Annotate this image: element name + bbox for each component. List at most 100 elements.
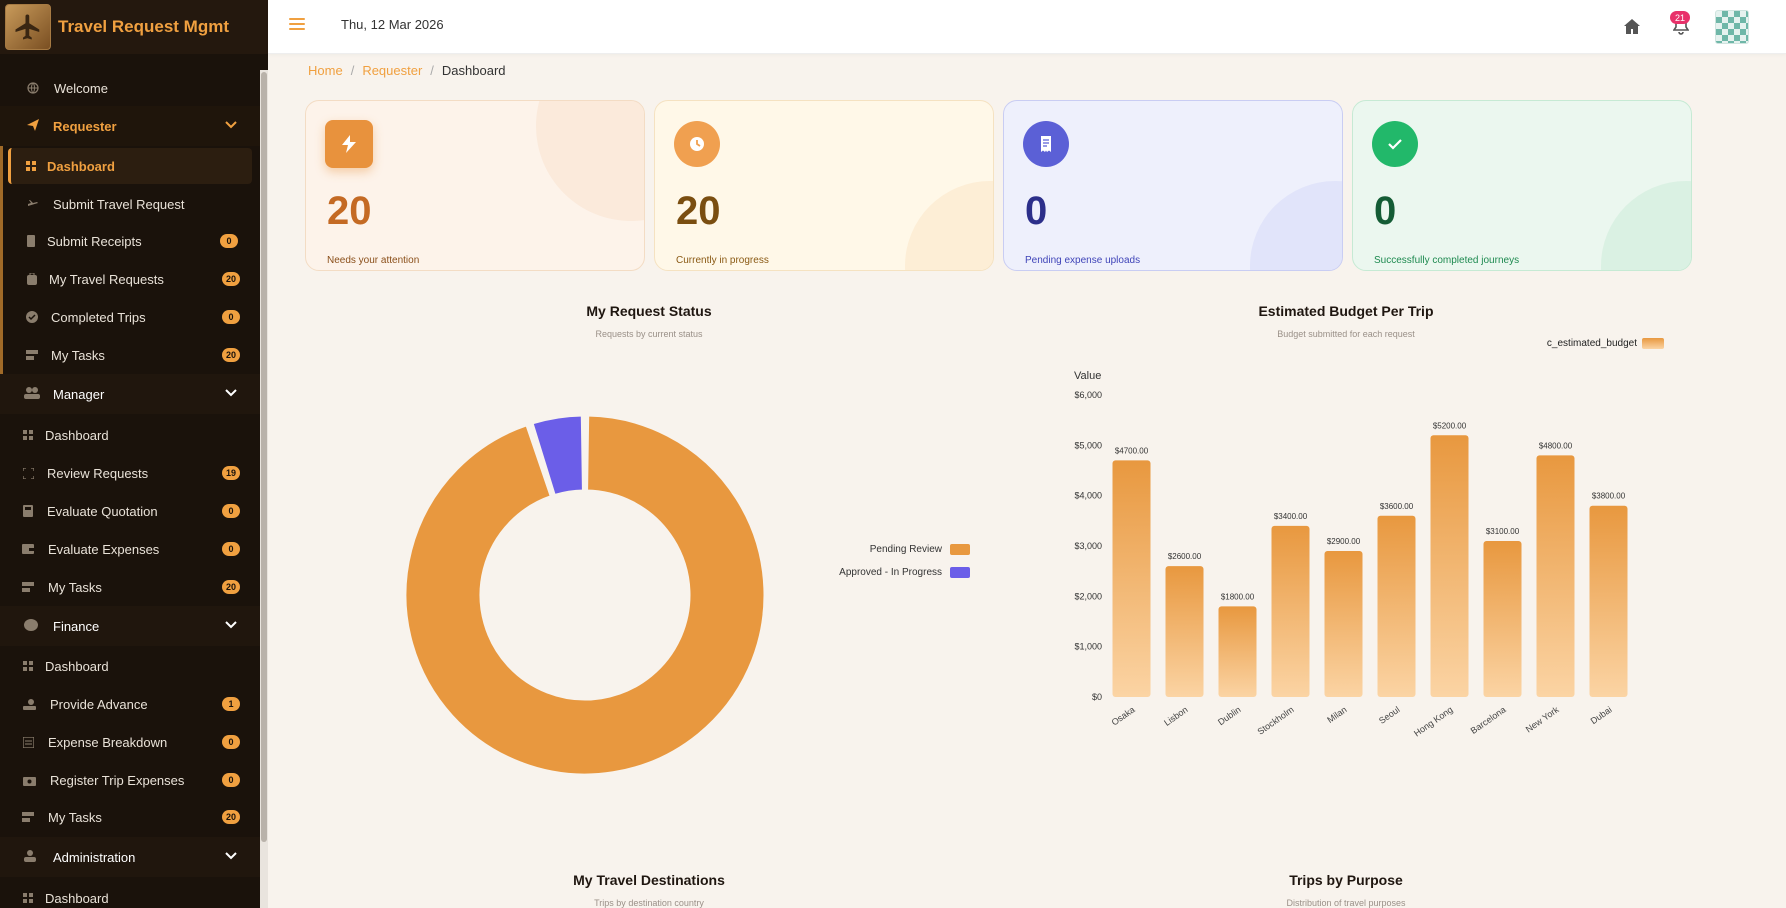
count-badge: 0 <box>220 234 238 248</box>
sidebar-item-provide-advance[interactable]: Provide Advance 1 <box>0 686 260 722</box>
stat-value: 20 <box>327 189 372 233</box>
y-axis-label: Value <box>1074 370 1101 382</box>
sidebar-item-evaluate-quotation[interactable]: Evaluate Quotation 0 <box>0 493 260 529</box>
x-tick-label: Dublin <box>1216 704 1243 727</box>
donut-slice-approved-in-progress[interactable] <box>530 413 585 498</box>
check-circle-icon <box>25 310 39 324</box>
x-tick-label: Lisbon <box>1162 704 1189 727</box>
status-legend: Pending Review Approved - In Progress <box>760 538 970 584</box>
bar-data-label: $2900.00 <box>1327 537 1361 546</box>
chart-title: My Travel Destinations <box>573 872 725 888</box>
legend-swatch <box>950 567 970 578</box>
x-tick-label: Seoul <box>1377 704 1402 725</box>
stat-card-attention: 20 Needs your attention <box>305 100 645 271</box>
sidebar-item-manager-dashboard[interactable]: Dashboard <box>0 417 260 453</box>
sidebar-item-label: Submit Receipts <box>47 233 142 249</box>
section-label: Requester <box>53 118 117 134</box>
hand-coin-icon <box>22 697 36 711</box>
count-badge: 0 <box>222 504 240 518</box>
legend-item[interactable]: Approved - In Progress <box>760 561 970 584</box>
card-decoration <box>536 101 644 221</box>
sidebar-item-manager-my-tasks[interactable]: My Tasks 20 <box>0 569 260 605</box>
x-tick-label: Dubai <box>1589 704 1614 726</box>
section-label: Manager <box>53 386 105 402</box>
section-requester[interactable]: Requester <box>0 106 260 146</box>
dashboard-icon <box>21 428 35 442</box>
count-badge: 20 <box>221 272 240 286</box>
breadcrumb-home[interactable]: Home <box>308 63 343 78</box>
bar-milan[interactable] <box>1324 551 1363 697</box>
bar-dubai[interactable] <box>1589 505 1628 697</box>
bar-barcelona[interactable] <box>1483 540 1522 697</box>
donut-slice-pending-review[interactable] <box>403 413 767 777</box>
sidebar-item-welcome[interactable]: Welcome <box>0 70 260 106</box>
sidebar-item-completed-trips[interactable]: Completed Trips 0 <box>0 299 260 335</box>
bar-seoul[interactable] <box>1377 515 1416 697</box>
breadcrumb-separator: / <box>430 63 434 78</box>
brand[interactable]: Travel Request Mgmt <box>0 0 268 54</box>
hamburger-menu-icon[interactable] <box>289 18 305 30</box>
bar-new-york[interactable] <box>1536 455 1575 697</box>
home-icon[interactable] <box>1619 13 1645 39</box>
bar-data-label: $3400.00 <box>1274 512 1308 521</box>
y-tick-label: $4,000 <box>1074 491 1102 501</box>
chevron-down-icon <box>225 120 237 132</box>
sidebar-item-register-trip-expenses[interactable]: Register Trip Expenses 0 <box>0 762 260 798</box>
sidebar-item-submit-receipts[interactable]: Submit Receipts 0 <box>0 223 260 259</box>
count-badge: 0 <box>222 773 240 787</box>
sidebar-item-finance-my-tasks[interactable]: My Tasks 20 <box>0 799 260 835</box>
y-tick-label: $0 <box>1092 692 1102 702</box>
sidebar-item-expense-breakdown[interactable]: Expense Breakdown 0 <box>0 724 260 760</box>
sidebar-item-my-tasks[interactable]: My Tasks 20 <box>0 337 260 373</box>
sidebar-item-finance-dashboard[interactable]: Dashboard <box>0 648 260 684</box>
card-decoration <box>1601 181 1691 270</box>
suitcase-icon <box>25 272 39 286</box>
avatar[interactable] <box>1715 10 1749 44</box>
bar-hong-kong[interactable] <box>1430 435 1469 697</box>
x-tick-label: Hong Kong <box>1412 704 1455 738</box>
sidebar-item-label: My Tasks <box>48 809 102 825</box>
y-tick-label: $3,000 <box>1074 541 1102 551</box>
section-manager[interactable]: Manager <box>0 374 260 414</box>
receipt-icon <box>24 234 38 248</box>
section-administration[interactable]: Administration <box>0 837 260 877</box>
count-badge: 0 <box>222 310 240 324</box>
legend-item[interactable]: Pending Review <box>760 538 970 561</box>
bar-data-label: $3100.00 <box>1486 527 1520 536</box>
sidebar-scrollbar-thumb[interactable] <box>261 72 267 842</box>
breadcrumb-requester[interactable]: Requester <box>362 63 423 78</box>
plane-icon <box>26 197 40 211</box>
count-badge: 1 <box>222 697 240 711</box>
sidebar-item-submit-travel-request[interactable]: Submit Travel Request <box>0 186 260 222</box>
sidebar-item-evaluate-expenses[interactable]: Evaluate Expenses 0 <box>0 531 260 567</box>
tasks-icon <box>25 348 39 362</box>
sidebar-item-label: Provide Advance <box>50 696 148 712</box>
sidebar-item-label: Welcome <box>54 80 108 96</box>
paper-plane-icon <box>26 118 40 135</box>
sidebar-item-label: Dashboard <box>47 158 115 174</box>
section-indicator <box>0 146 3 376</box>
sidebar-item-requester-dashboard[interactable]: Dashboard <box>0 148 260 184</box>
count-badge: 20 <box>221 348 240 362</box>
x-tick-label: Stockholm <box>1255 704 1295 736</box>
sidebar-item-my-travel-requests[interactable]: My Travel Requests 20 <box>0 261 260 297</box>
section-finance[interactable]: Finance <box>0 606 260 646</box>
x-tick-label: Barcelona <box>1469 704 1508 735</box>
dashboard-icon <box>24 159 38 173</box>
sidebar-item-review-requests[interactable]: Review Requests 19 <box>0 455 260 491</box>
bolt-icon <box>325 120 373 168</box>
chevron-down-icon <box>225 388 237 400</box>
bar-stockholm[interactable] <box>1271 525 1310 697</box>
bar-osaka[interactable] <box>1112 460 1151 697</box>
chart-subtitle: Trips by destination country <box>594 898 704 908</box>
stat-label: Currently in progress <box>676 255 769 266</box>
sidebar-item-admin-dashboard[interactable]: Dashboard <box>0 880 260 908</box>
airplane-logo-icon <box>5 4 51 50</box>
notification-badge: 21 <box>1670 11 1690 24</box>
y-tick-label: $5,000 <box>1074 440 1102 450</box>
bar-lisbon[interactable] <box>1165 566 1204 697</box>
chevron-down-icon <box>225 620 237 632</box>
bar-dublin[interactable] <box>1218 606 1257 697</box>
sidebar: Travel Request Mgmt Welcome Requester Da… <box>0 0 268 908</box>
card-decoration <box>905 181 993 270</box>
